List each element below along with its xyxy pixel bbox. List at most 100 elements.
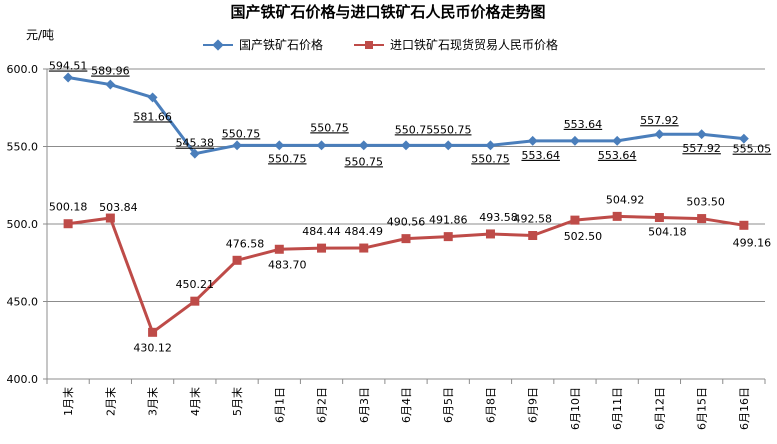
x-tick-label: 2月末 xyxy=(103,387,117,416)
domestic-data-label: 589.96 xyxy=(91,65,130,78)
x-tick-label: 6月10日 xyxy=(569,387,582,430)
import-data-label: 450.21 xyxy=(176,278,215,291)
import-data-label: 476.58 xyxy=(226,237,265,250)
domestic-data-label: 550.75 xyxy=(268,152,307,165)
import-data-label: 493.58 xyxy=(479,211,518,224)
legend-import-label: 进口铁矿石现货贸易人民币价格 xyxy=(390,37,558,52)
import-price-marker xyxy=(612,211,622,221)
x-tick-label: 6月8日 xyxy=(484,387,497,423)
import-price-marker xyxy=(359,243,369,253)
y-tick-label: 500.0 xyxy=(7,218,39,231)
domestic-price-marker xyxy=(232,140,243,151)
import-price-marker xyxy=(63,219,73,229)
domestic-price-marker xyxy=(527,135,538,146)
x-tick-label: 6月5日 xyxy=(442,387,455,423)
import-price-marker xyxy=(401,234,411,244)
y-axis-unit: 元/吨 xyxy=(26,28,54,42)
import-price-line xyxy=(67,214,745,334)
x-tick-label: 6月11日 xyxy=(611,387,624,430)
legend: 国产铁矿石价格 进口铁矿石现货贸易人民币价格 xyxy=(203,37,558,52)
import-price-marker xyxy=(148,327,158,337)
domestic-data-label: 553.64 xyxy=(564,118,603,131)
import-price-marker xyxy=(274,244,284,254)
legend-domestic-label: 国产铁矿石价格 xyxy=(239,37,323,52)
import-data-label: 504.18 xyxy=(648,226,687,239)
import-price-marker xyxy=(739,220,749,230)
domestic-price-marker xyxy=(105,79,116,90)
domestic-data-label: 594.51 xyxy=(49,60,88,73)
import-data-label: 500.18 xyxy=(49,201,88,214)
import-price-marker xyxy=(485,229,495,239)
domestic-price-marker xyxy=(443,140,454,151)
y-tick-label: 450.0 xyxy=(7,296,39,309)
y-axis: 400.0 450.0 500.0 550.0 600.0 xyxy=(7,63,48,386)
domestic-data-label: 550.75 xyxy=(345,155,384,168)
domestic-price-marker xyxy=(358,140,369,151)
domestic-data-label: 557.92 xyxy=(682,142,721,155)
y-tick-label: 600.0 xyxy=(7,63,39,76)
x-tick-label: 3月末 xyxy=(146,387,160,416)
domestic-price-marker xyxy=(189,148,200,159)
domestic-data-label: 550.75 xyxy=(433,123,472,136)
x-tick-label: 6月4日 xyxy=(400,387,413,423)
import-data-label: 504.92 xyxy=(606,193,645,206)
x-tick-label: 6月15日 xyxy=(696,387,709,430)
data-labels: 594.51 589.96581.66545.38550.75550.75550.… xyxy=(49,60,771,355)
domestic-price-marker xyxy=(401,140,411,151)
x-tick-label: 5月末 xyxy=(230,387,244,416)
import-price-marker xyxy=(654,213,664,223)
import-data-label: 483.70 xyxy=(268,258,307,271)
domestic-data-label: 550.75 xyxy=(471,152,510,165)
domestic-data-label: 545.38 xyxy=(176,137,215,150)
domestic-data-label: 550.75 xyxy=(310,121,349,134)
x-axis: 1月末 2月末 3月末 4月末 5月末 6月1日 6月2日 6月3日 6月4日 6月5日 6月8日 6… xyxy=(46,379,766,430)
import-data-label: 499.16 xyxy=(733,236,772,249)
domestic-price-marker xyxy=(63,72,74,83)
domestic-price-marker xyxy=(274,140,285,151)
series-markers xyxy=(63,72,749,337)
import-data-label: 503.84 xyxy=(99,201,138,214)
domestic-price-marker xyxy=(147,92,158,103)
import-data-label: 502.50 xyxy=(564,230,603,243)
import-data-label: 503.50 xyxy=(686,196,725,209)
import-data-label: 484.44 xyxy=(302,225,341,238)
import-data-label: 492.58 xyxy=(513,213,552,226)
x-tick-label: 4月末 xyxy=(188,387,202,416)
domestic-data-label: 555.05 xyxy=(733,143,772,156)
domestic-data-label: 557.92 xyxy=(640,114,679,127)
domestic-data-label: 553.64 xyxy=(521,149,560,162)
domestic-price-marker xyxy=(738,133,749,144)
domestic-price-marker xyxy=(654,129,665,140)
import-data-label: 491.86 xyxy=(429,214,468,227)
x-tick-label: 6月16日 xyxy=(738,387,751,430)
domestic-data-label: 581.66 xyxy=(133,110,172,123)
domestic-price-marker xyxy=(612,135,623,146)
y-tick-label: 400.0 xyxy=(7,373,39,386)
x-tick-label: 6月12日 xyxy=(653,387,666,430)
domestic-price-marker xyxy=(696,129,707,140)
import-price-marker xyxy=(317,243,327,253)
domestic-price-marker xyxy=(569,135,580,146)
y-tick-label: 550.0 xyxy=(7,141,39,154)
import-data-label: 490.56 xyxy=(387,216,426,229)
domestic-data-label: 553.64 xyxy=(598,149,637,162)
import-price-marker xyxy=(105,213,115,223)
import-price-marker xyxy=(190,296,200,306)
legend-import-marker xyxy=(365,41,373,49)
x-tick-label: 6月1日 xyxy=(273,387,286,423)
domestic-price-marker xyxy=(485,140,496,151)
domestic-price-marker xyxy=(316,140,327,151)
import-price-marker xyxy=(528,231,538,241)
legend-domestic-marker xyxy=(212,39,224,51)
import-price-marker xyxy=(697,214,707,224)
import-price-marker xyxy=(232,255,242,265)
x-tick-label: 6月9日 xyxy=(527,387,540,423)
x-tick-label: 1月末 xyxy=(61,387,75,416)
domestic-data-label: 550.75 xyxy=(222,127,261,140)
chart-title: 国产铁矿石价格与进口铁矿石人民币价格走势图 xyxy=(230,3,545,21)
import-price-marker xyxy=(443,232,453,242)
x-tick-label: 6月2日 xyxy=(316,387,329,423)
x-tick-label: 6月3日 xyxy=(358,387,371,423)
domestic-data-label: 550.75 xyxy=(395,123,434,136)
